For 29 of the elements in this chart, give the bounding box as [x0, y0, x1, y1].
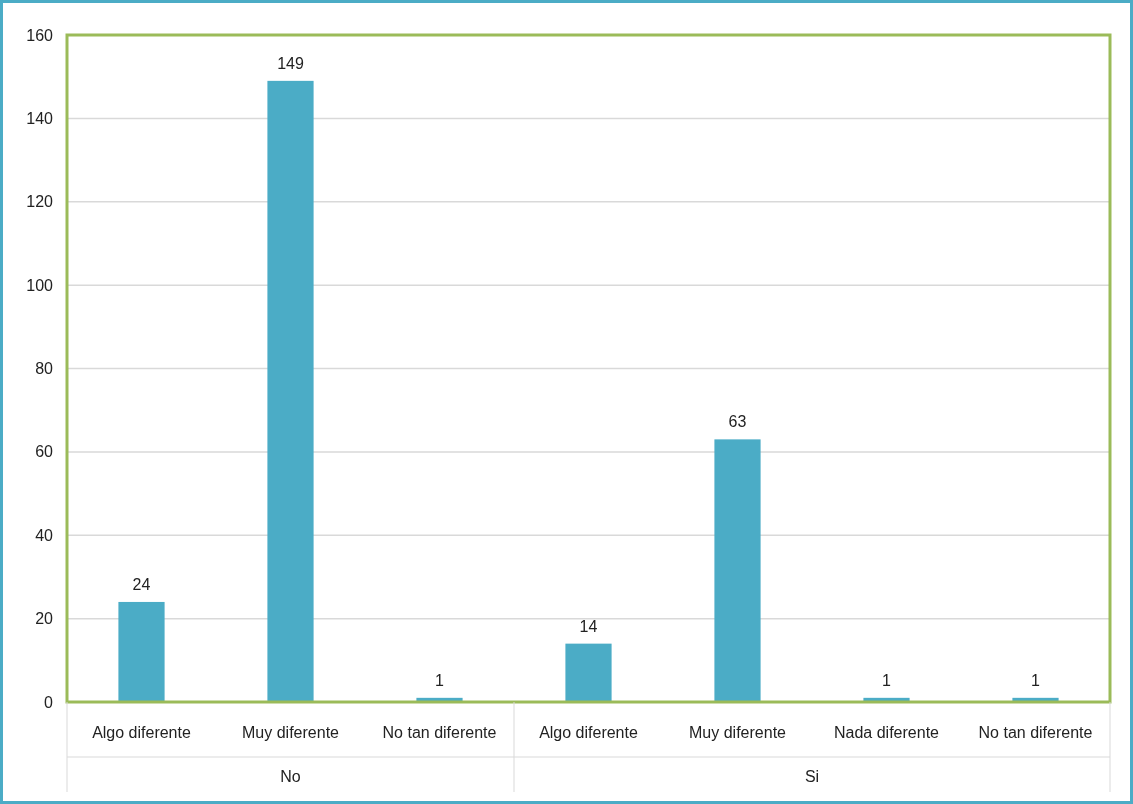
data-label: 1 — [435, 671, 445, 689]
bar — [565, 643, 612, 702]
x-tick-label: No tan diferente — [978, 724, 1093, 741]
y-tick-label: 140 — [26, 109, 54, 127]
data-label: 63 — [728, 413, 747, 431]
bar — [267, 80, 314, 702]
x-tick-label: Muy diferente — [242, 724, 340, 741]
x-tick-label: No tan diferente — [382, 724, 497, 741]
x-tick-label: Nada diferente — [834, 724, 940, 741]
y-tick-label: 160 — [26, 26, 54, 44]
y-tick-label: 120 — [26, 193, 54, 211]
y-tick-label: 100 — [26, 276, 54, 294]
data-label: 1 — [882, 671, 892, 689]
y-tick-label: 20 — [35, 610, 54, 628]
data-label: 149 — [277, 54, 304, 72]
x-tick-label: Algo diferente — [92, 724, 191, 741]
data-label: 14 — [579, 617, 598, 635]
data-label: 1 — [1031, 671, 1041, 689]
bar — [714, 439, 761, 702]
y-tick-label: 80 — [35, 360, 54, 378]
y-tick-label: 0 — [44, 693, 54, 711]
data-label: 24 — [132, 575, 151, 593]
y-tick-label: 60 — [35, 443, 54, 461]
x-tick-label: Algo diferente — [539, 724, 638, 741]
text: Si — [804, 768, 820, 785]
y-tick-label: 40 — [35, 526, 54, 544]
bar — [118, 601, 165, 702]
x-tick-label: Muy diferente — [689, 724, 787, 741]
text: No — [280, 768, 301, 785]
